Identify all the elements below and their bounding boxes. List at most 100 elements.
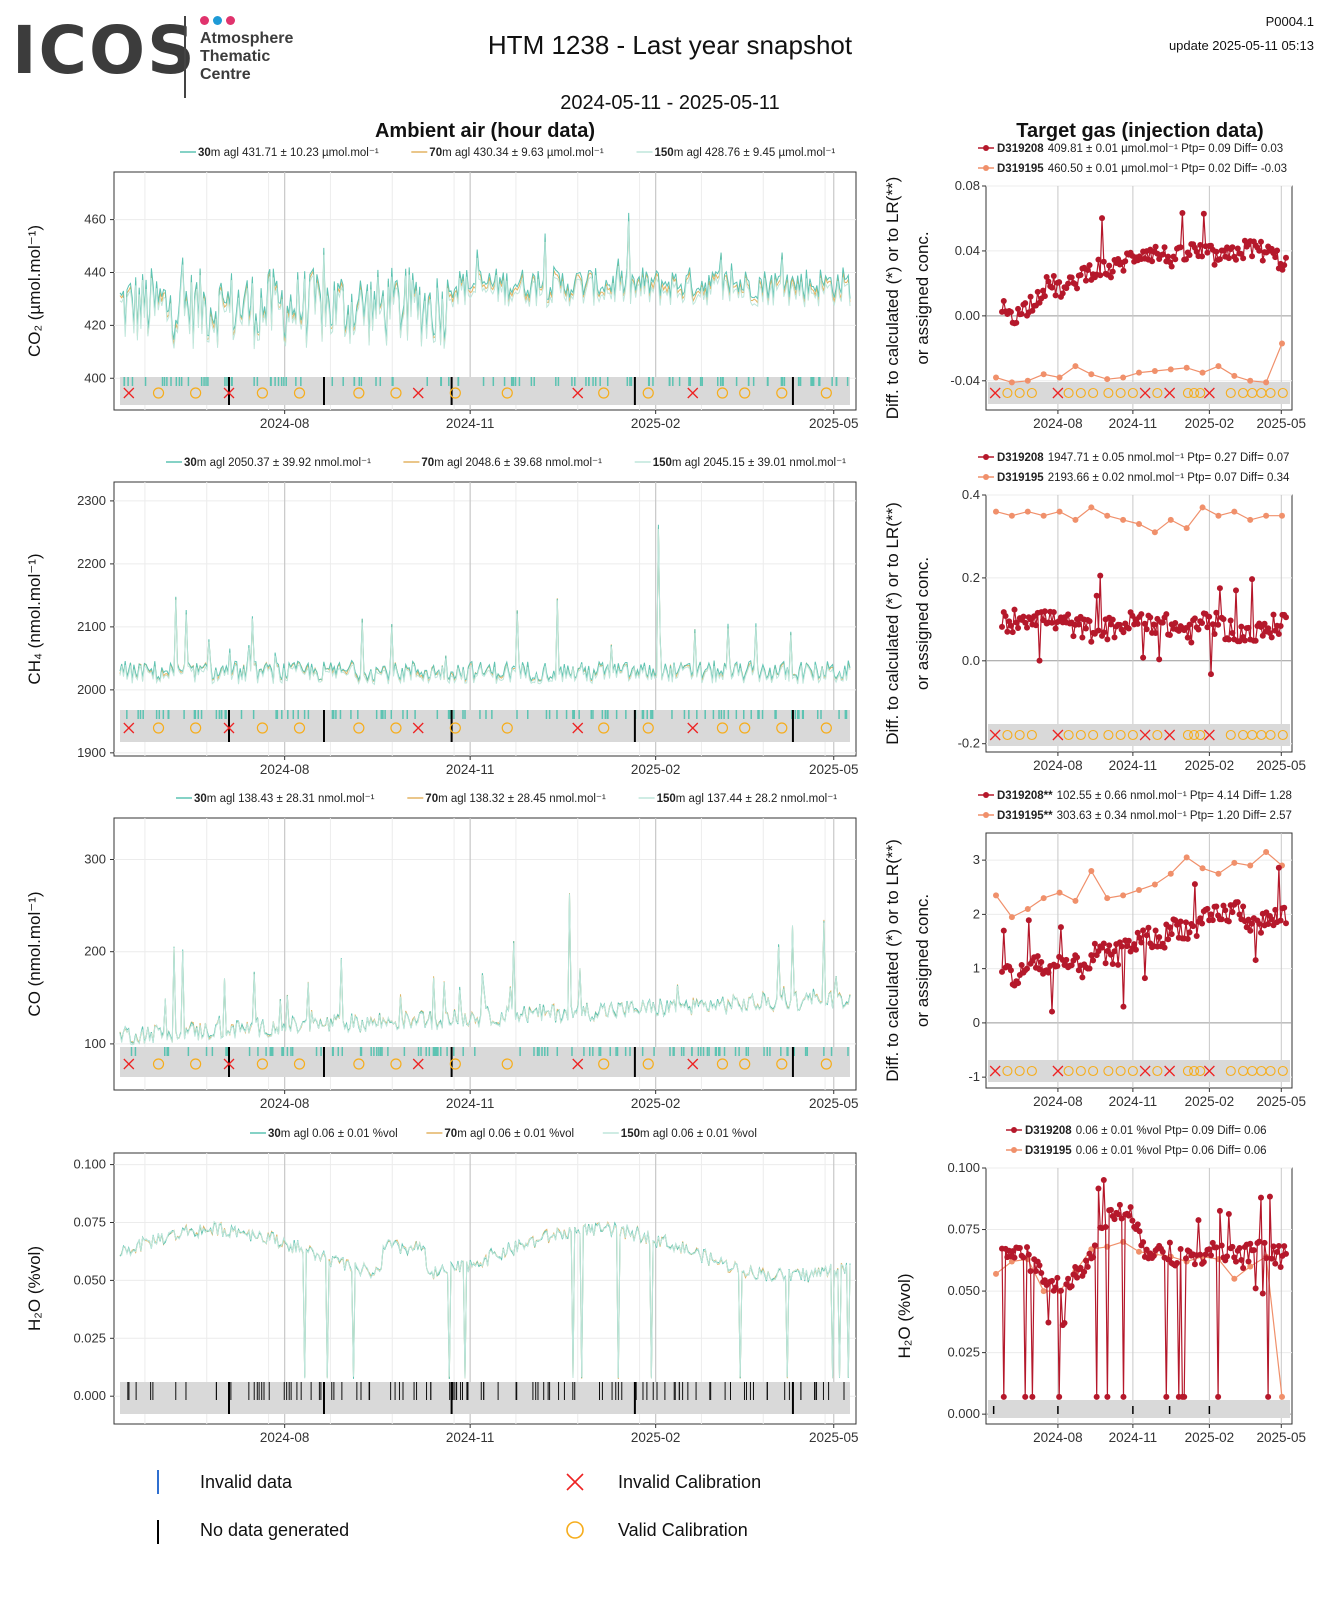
y-axis-label: Diff. to calculated (*) or to LR(**) — [883, 502, 902, 745]
point-D319195 — [1263, 379, 1270, 386]
valid-calibration-mark — [1189, 1065, 1200, 1077]
point-D319208 — [1247, 927, 1254, 934]
valid-calibration-mark — [1014, 1065, 1025, 1077]
point-D319208 — [1020, 613, 1027, 620]
point-D319208 — [1199, 920, 1206, 927]
point-D319195 — [1104, 512, 1111, 519]
point-D319208 — [1275, 1242, 1282, 1249]
point-D319195 — [1199, 369, 1206, 376]
point-D319208 — [1209, 1239, 1216, 1246]
target-stats: 1947.71 ± 0.05 nmol.mol⁻¹ Ptp= 0.27 Diff… — [1048, 452, 1290, 464]
y-tick-label: 0.025 — [73, 1330, 106, 1345]
point-D319208 — [1216, 256, 1223, 263]
invalid-calibration-mark — [687, 1058, 699, 1070]
point-D319195 — [1151, 881, 1158, 888]
point-D319208 — [1143, 932, 1150, 939]
x-tick-label: 2024-08 — [1033, 1430, 1083, 1445]
point-D319208 — [1088, 952, 1095, 959]
valid-calibration-icon — [566, 1521, 584, 1539]
status-band — [988, 1060, 1290, 1082]
point-D319208 — [1002, 613, 1009, 620]
point-D319208 — [1225, 918, 1232, 925]
point-D319208 — [1257, 238, 1264, 245]
legend-label: D319195** 303.63 ± 0.34 nmol.mol⁻¹ Ptp= 1… — [997, 810, 1292, 822]
point-D319195 — [1072, 897, 1079, 904]
point-D319208 — [1115, 255, 1122, 262]
y-tick-label: 0.2 — [962, 570, 980, 585]
valid-calibration-mark — [256, 1058, 268, 1070]
valid-calibration-mark — [1088, 1065, 1099, 1077]
target-stats: 0.06 ± 0.01 %vol Ptp= 0.06 Diff= 0.06 — [1076, 1145, 1267, 1157]
point-D319208 — [1032, 622, 1039, 629]
logo-divider — [184, 16, 186, 98]
point-D319208 — [1020, 1254, 1027, 1261]
y-tick-label: 200 — [84, 944, 106, 959]
point-D319208 — [1265, 1393, 1272, 1400]
y-axis-label: H₂O (%vol) — [895, 1274, 914, 1359]
x-tick-label: 2024-11 — [446, 1430, 495, 1445]
point-D319195 — [1183, 364, 1190, 371]
y-tick-label: 0.000 — [947, 1406, 980, 1421]
point-D319208 — [1272, 1260, 1279, 1267]
legend-stats: m agl 138.43 ± 28.31 nmol.mol⁻¹ — [207, 793, 375, 805]
point-D319208 — [1232, 587, 1239, 594]
point-D319208 — [1140, 1239, 1147, 1246]
point-D319208 — [1077, 1264, 1084, 1271]
valid-calibration-mark — [501, 387, 513, 399]
point-D319208 — [1266, 1193, 1273, 1200]
point-D319195 — [1120, 516, 1127, 523]
point-D319208 — [1240, 255, 1247, 262]
point-D319195 — [1024, 377, 1031, 384]
valid-calibration-mark — [1075, 729, 1086, 741]
invalid-calibration-mark — [223, 1058, 235, 1070]
point-D319208 — [1107, 274, 1114, 281]
point-D319208 — [1140, 654, 1147, 661]
point-D319195 — [993, 892, 999, 899]
point-D319208 — [1024, 624, 1031, 631]
point-D319208 — [1191, 1261, 1198, 1268]
x-tick-label: 2024-11 — [446, 1096, 495, 1111]
point-D319208 — [1138, 939, 1145, 946]
point-D319208 — [1283, 920, 1289, 927]
invalid-calibration-mark — [572, 387, 584, 399]
chart-co2_ambient — [110, 171, 857, 414]
point-D319195 — [1072, 363, 1079, 370]
point-D319208 — [1081, 1268, 1088, 1275]
point-D319208 — [1102, 960, 1109, 967]
x-tick-label: 2024-08 — [260, 1096, 310, 1111]
valid-calibration-mark — [1152, 1065, 1163, 1077]
target-id: D319208 — [997, 452, 1044, 464]
point-D319208 — [1220, 616, 1227, 623]
point-D319208 — [1268, 634, 1275, 641]
point-D319208 — [1241, 637, 1248, 644]
x-tick-label: 2024-11 — [446, 762, 495, 777]
point-D319208 — [1227, 617, 1234, 624]
point-D319195 — [1183, 854, 1190, 861]
y-tick-label: 460 — [84, 212, 106, 227]
legend-h2o: 30m agl 0.06 ± 0.01 %vol 70m agl 0.06 ± 0… — [250, 1128, 757, 1140]
point-D319208 — [1100, 258, 1107, 265]
point-D319208 — [1016, 1244, 1023, 1251]
y-tick-label: 440 — [84, 264, 106, 279]
point-D319208 — [1256, 247, 1263, 254]
point-D319208 — [1125, 625, 1132, 632]
target-id: D319195 — [997, 163, 1044, 175]
point-D319195 — [1247, 377, 1254, 384]
point-D319195 — [993, 508, 999, 515]
legend-label: D319208 409.81 ± 0.01 µmol.mol⁻¹ Ptp= 0.0… — [997, 143, 1283, 155]
valid-calibration-mark — [1002, 729, 1013, 741]
point-D319208 — [1195, 1217, 1202, 1224]
point-D319208 — [1079, 634, 1086, 641]
point-D319208 — [1174, 1259, 1181, 1266]
legend-invalid-data: Invalid data — [200, 1472, 293, 1492]
valid-calibration-mark — [501, 722, 513, 734]
point-D319208 — [1209, 621, 1216, 628]
legend-stats: m agl 430.34 ± 9.63 µmol.mol⁻¹ — [442, 147, 604, 159]
y-axis-label: Diff. to calculated (*) or to LR(**) — [883, 839, 902, 1082]
y-axis-label: CO (nmol.mol⁻¹) — [25, 891, 44, 1016]
point-D319195 — [1231, 859, 1238, 866]
invalid-calibration-mark — [1203, 1065, 1215, 1077]
point-D319208 — [1097, 572, 1104, 579]
valid-calibration-mark — [776, 722, 788, 734]
point-D319208 — [1206, 613, 1213, 620]
